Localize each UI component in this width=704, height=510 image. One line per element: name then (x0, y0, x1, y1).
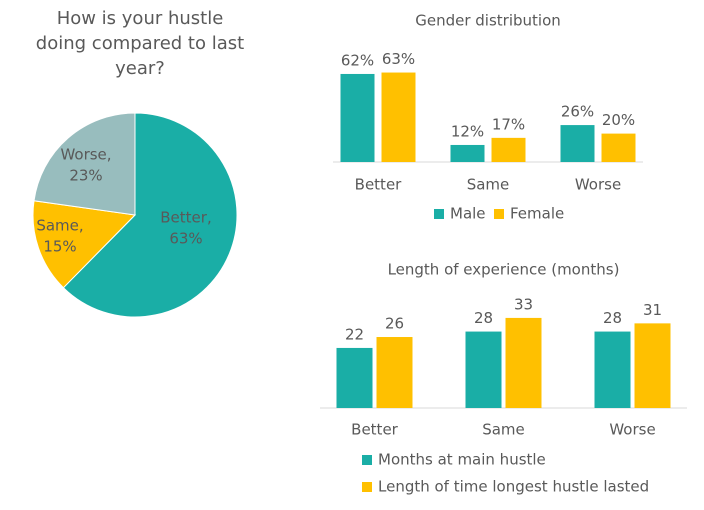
bar (381, 72, 416, 162)
bar (594, 331, 631, 408)
data-label: 63% (382, 50, 415, 68)
data-label: 26 (385, 315, 404, 333)
slice-value: 23% (69, 167, 102, 185)
bar (340, 73, 375, 162)
legend-label: Length of time longest hustle lasted (378, 478, 649, 496)
bar (601, 133, 636, 162)
chart-title: How is your hustle doing compared to las… (35, 8, 245, 79)
pie-slice (32, 200, 137, 289)
bar (560, 125, 595, 162)
legend-swatch (362, 455, 372, 465)
slice-label: Better, (160, 209, 211, 227)
x-tick-label: Worse (609, 421, 655, 439)
data-label: 31 (643, 301, 662, 319)
pie-slice (62, 112, 238, 318)
chart-title: Length of experience (months) (388, 261, 620, 279)
data-label: 26% (561, 103, 594, 121)
data-label: 62% (341, 51, 374, 69)
pie-slice (33, 112, 136, 216)
data-label: 22 (345, 325, 364, 343)
legend-swatch (434, 209, 444, 219)
slice-value: 15% (43, 238, 76, 256)
slice-label: Same, (36, 217, 83, 235)
bar (634, 323, 671, 408)
bar (505, 317, 542, 408)
legend-label: Months at main hustle (378, 451, 546, 469)
x-tick-label: Same (467, 176, 510, 194)
bar (491, 137, 526, 162)
x-tick-label: Better (351, 421, 399, 439)
data-label: 33 (514, 295, 533, 313)
data-label: 17% (492, 115, 525, 133)
legend-swatch (362, 482, 372, 492)
data-label: 20% (602, 111, 635, 129)
bar (465, 331, 502, 408)
bar (336, 347, 373, 408)
slice-value: 63% (169, 230, 202, 248)
bar (376, 337, 413, 408)
legend-label: Male (450, 205, 486, 223)
data-label: 12% (451, 122, 484, 140)
legend-label: Female (510, 205, 564, 223)
slice-label: Worse, (60, 146, 111, 164)
legend-swatch (494, 209, 504, 219)
bar (450, 144, 485, 162)
data-label: 28 (474, 309, 493, 327)
x-tick-label: Worse (575, 176, 621, 194)
x-tick-label: Better (355, 176, 403, 194)
chart-title: Gender distribution (415, 12, 561, 30)
data-label: 28 (603, 309, 622, 327)
x-tick-label: Same (482, 421, 525, 439)
